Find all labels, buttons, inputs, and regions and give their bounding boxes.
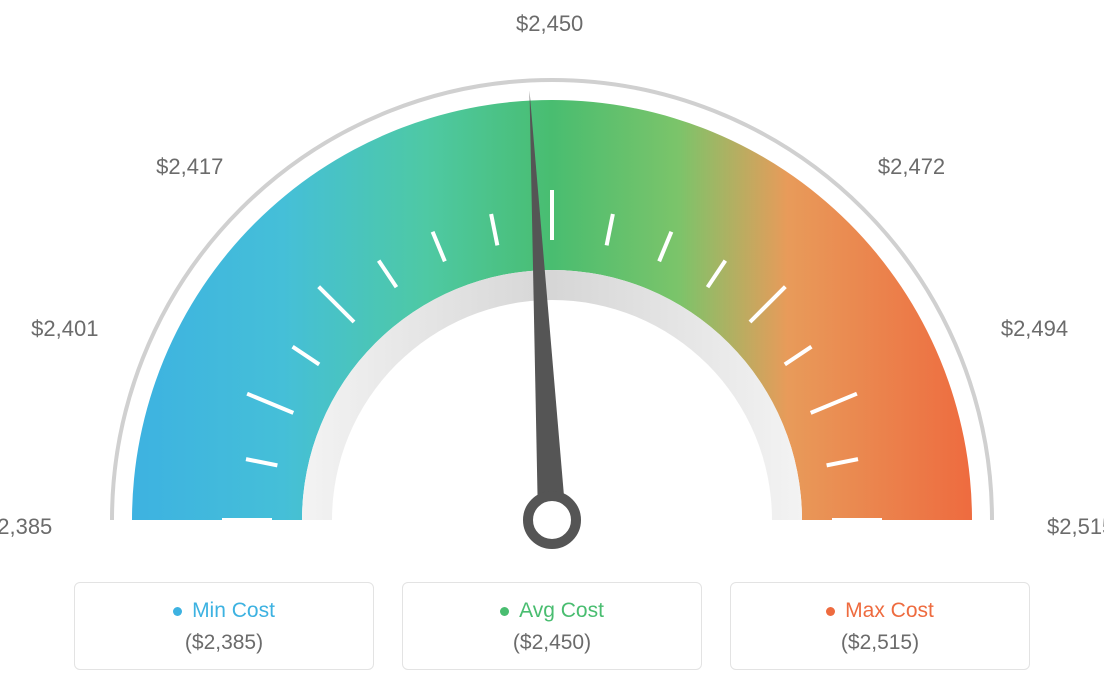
legend-value-min: ($2,385) [93, 631, 355, 655]
legend-title-text: Avg Cost [519, 599, 604, 623]
legend-title-text: Max Cost [845, 599, 934, 623]
gauge-chart: $2,385$2,401$2,417$2,450$2,472$2,494$2,5… [0, 20, 1104, 560]
dot-icon [826, 607, 835, 616]
legend-value-avg: ($2,450) [421, 631, 683, 655]
gauge-tick-label: $2,385 [0, 514, 52, 540]
legend-title-max: Max Cost [826, 599, 934, 623]
dot-icon [500, 607, 509, 616]
gauge-tick-label: $2,494 [1001, 316, 1068, 342]
gauge-svg [0, 20, 1104, 560]
gauge-tick-label: $2,417 [156, 154, 223, 180]
gauge-tick-label: $2,515 [1047, 514, 1104, 540]
gauge-tick-label: $2,472 [878, 154, 945, 180]
legend-row: Min Cost ($2,385) Avg Cost ($2,450) Max … [74, 582, 1030, 670]
legend-card-min: Min Cost ($2,385) [74, 582, 374, 670]
legend-card-max: Max Cost ($2,515) [730, 582, 1030, 670]
legend-card-avg: Avg Cost ($2,450) [402, 582, 702, 670]
gauge-tick-label: $2,401 [31, 316, 98, 342]
legend-title-text: Min Cost [192, 599, 275, 623]
dot-icon [173, 607, 182, 616]
legend-title-min: Min Cost [173, 599, 275, 623]
legend-value-max: ($2,515) [749, 631, 1011, 655]
gauge-needle-base [528, 496, 576, 544]
gauge-tick-label: $2,450 [516, 11, 583, 37]
legend-title-avg: Avg Cost [500, 599, 604, 623]
